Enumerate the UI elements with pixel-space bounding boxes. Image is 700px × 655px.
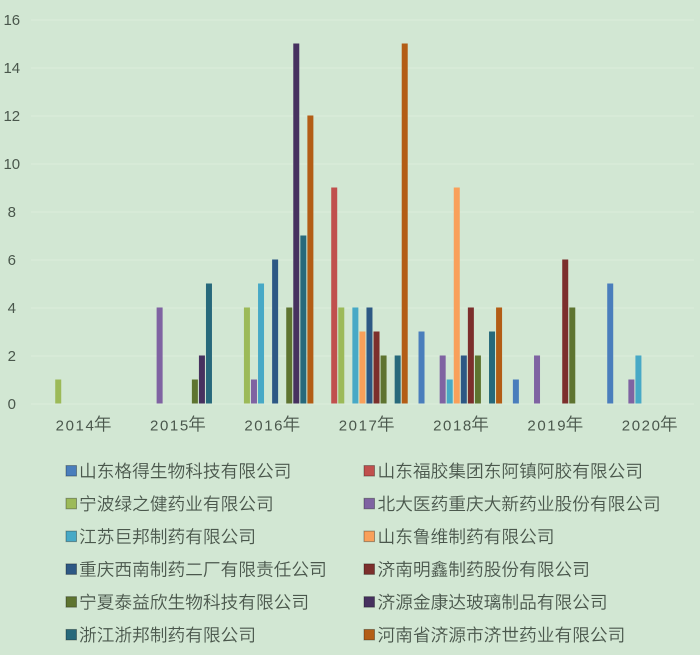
- svg-text:2019: 2019: [527, 417, 567, 434]
- svg-text:2018: 2018: [433, 417, 473, 434]
- svg-text:16: 16: [3, 12, 20, 29]
- svg-text:2020: 2020: [622, 417, 662, 434]
- svg-text:6: 6: [8, 252, 16, 269]
- svg-text:14: 14: [3, 60, 20, 77]
- svg-text:2: 2: [8, 348, 16, 365]
- svg-text:2014: 2014: [56, 417, 96, 434]
- svg-text:4: 4: [8, 300, 16, 317]
- svg-text:12: 12: [3, 108, 20, 125]
- svg-text:8: 8: [8, 204, 16, 221]
- svg-text:2016: 2016: [244, 417, 284, 434]
- svg-text:2017: 2017: [339, 417, 379, 434]
- svg-text:0: 0: [8, 396, 16, 413]
- svg-text:10: 10: [3, 156, 20, 173]
- svg-text:2015: 2015: [150, 417, 190, 434]
